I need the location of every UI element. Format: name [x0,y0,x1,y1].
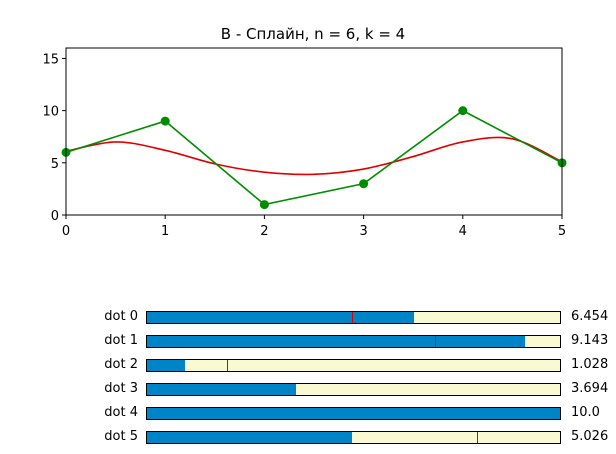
spline-curve [65,136,563,176]
slider-fill [147,384,297,395]
slider-initial-marker [476,432,478,443]
slider-fill [147,312,414,323]
plot-area [61,106,567,210]
dot-slider[interactable] [146,335,561,348]
dot-slider[interactable] [146,383,561,396]
y-tick-label: 15 [42,52,59,67]
x-axis: 0 1 2 3 4 5 [62,215,566,239]
y-tick-label: 10 [42,105,59,120]
slider-initial-marker [352,312,354,323]
slider-value: 10.0 [571,405,600,420]
x-tick-label: 2 [260,224,268,239]
slider-fill [147,360,186,371]
slider-initial-marker [434,336,436,347]
y-axis: 0 5 10 15 [42,52,66,224]
slider-fill [147,432,353,443]
dot-slider[interactable] [146,311,561,324]
slider-label: dot 5 [104,429,138,444]
slider-initial-marker [226,360,228,371]
slider-label: dot 3 [104,381,138,396]
spline-chart: B - Сплайн, n = 6, k = 4 0 5 10 15 0 1 2 3 4 5 [42,25,567,239]
slider-label: dot 2 [104,357,138,372]
slider-value: 5.026 [571,429,609,444]
control-polygon [65,109,563,206]
x-tick-label: 1 [161,224,169,239]
y-tick-label: 0 [51,209,59,224]
dot-slider[interactable] [146,359,561,372]
slider-label: dot 0 [104,309,138,324]
control-point [259,200,269,210]
chart-title: B - Сплайн, n = 6, k = 4 [221,25,405,43]
slider-fill [147,408,560,419]
slider-label: dot 4 [104,405,138,420]
dot-slider[interactable] [146,407,561,420]
slider-value: 3.694 [571,381,609,396]
slider-value: 1.028 [571,357,609,372]
slider-fill [147,336,525,347]
axes-frame [65,47,563,216]
x-tick-label: 3 [359,224,367,239]
control-point [359,179,369,189]
slider-label: dot 1 [104,333,138,348]
dot-slider[interactable] [146,431,561,444]
slider-value: 6.454 [571,309,609,324]
y-tick-label: 5 [51,157,59,172]
x-tick-label: 0 [62,224,70,239]
control-point [458,106,468,116]
x-tick-label: 4 [459,224,467,239]
slider-value: 9.143 [571,333,609,348]
control-point [160,116,170,126]
x-tick-label: 5 [558,224,566,239]
